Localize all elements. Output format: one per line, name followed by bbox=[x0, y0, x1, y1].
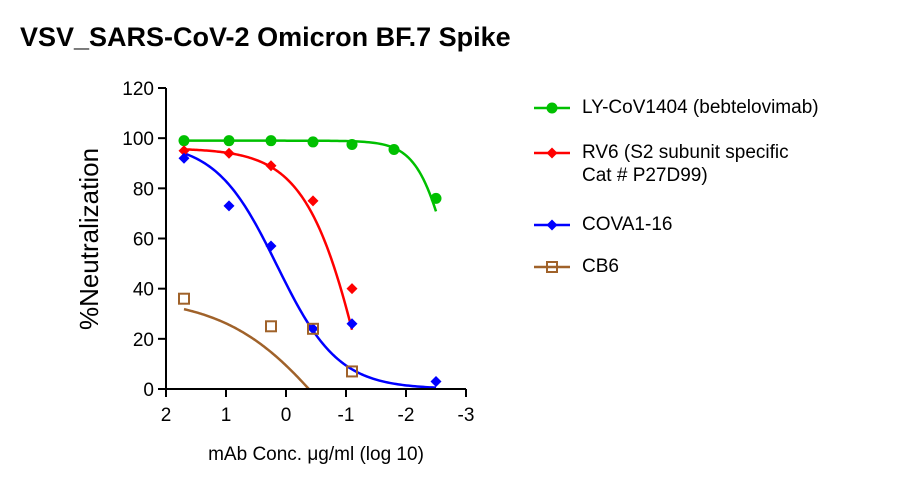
y-tick-label: 120 bbox=[122, 79, 154, 100]
series-4-point bbox=[346, 365, 358, 378]
series-4-point bbox=[178, 292, 190, 305]
series-3-fit-curve bbox=[183, 152, 437, 389]
x-tick-label: -2 bbox=[398, 405, 415, 426]
legend-swatch bbox=[534, 147, 570, 159]
legend-marker bbox=[546, 219, 558, 231]
legend-label: CB6 bbox=[582, 256, 619, 277]
series-3-point bbox=[307, 323, 319, 335]
series-1-point bbox=[178, 135, 190, 147]
series-2-point bbox=[178, 145, 190, 157]
legend-label: COVA1-16 bbox=[582, 214, 673, 235]
chart-title: VSV_SARS-CoV-2 Omicron BF.7 Spike bbox=[20, 22, 511, 52]
legend-item-1: LY-CoV1404 (bebtelovimab) bbox=[532, 96, 819, 120]
series-1-point bbox=[307, 136, 319, 148]
x-tick-label: 2 bbox=[161, 405, 172, 426]
series-4-point bbox=[307, 322, 319, 335]
series-3-point bbox=[178, 152, 190, 164]
fit-curves bbox=[183, 139, 438, 390]
y-tick-label: 0 bbox=[143, 380, 154, 401]
series-2-fit-curve bbox=[183, 148, 354, 331]
legend-item-3: COVA1-16 bbox=[532, 213, 672, 237]
legend-swatch bbox=[534, 102, 570, 114]
data-points bbox=[178, 135, 442, 387]
series-1-point bbox=[265, 135, 277, 147]
legend-item-2: RV6 (S2 subunit specific Cat # P27D99) bbox=[532, 141, 789, 187]
series-3-point bbox=[430, 375, 442, 387]
y-tick-label: 40 bbox=[133, 280, 154, 301]
y-tick-label: 100 bbox=[122, 129, 154, 150]
series-1-point bbox=[430, 192, 442, 204]
y-tick-label: 80 bbox=[133, 179, 154, 200]
series-3-point bbox=[265, 240, 277, 252]
x-axis-label: mAb Conc. μg/ml (log 10) bbox=[208, 444, 424, 465]
series-3-point bbox=[223, 200, 235, 212]
legend-label: LY-CoV1404 (bebtelovimab) bbox=[582, 97, 819, 118]
axes: 0 20 40 60 80 100 120 2 1 0 -1 -2 -3 bbox=[122, 79, 474, 426]
x-tick-label: 1 bbox=[221, 405, 232, 426]
series-1-point bbox=[388, 143, 400, 155]
y-tick-label: 20 bbox=[133, 330, 154, 351]
legend-marker bbox=[546, 102, 558, 114]
x-tick-label: 0 bbox=[281, 405, 292, 426]
legend-marker bbox=[546, 147, 558, 159]
legend-swatch bbox=[534, 261, 570, 273]
legend-item-4: CB6 bbox=[532, 255, 619, 279]
x-tick-label: -1 bbox=[338, 405, 355, 426]
x-tick-label: -3 bbox=[458, 405, 475, 426]
y-tick-label: 60 bbox=[133, 230, 154, 251]
series-2-point bbox=[307, 195, 319, 207]
series-4-point bbox=[265, 320, 277, 333]
series-1-point bbox=[346, 138, 358, 150]
series-2-point bbox=[346, 283, 358, 295]
series-2-point bbox=[223, 147, 235, 159]
series-3-point bbox=[346, 318, 358, 330]
series-4-fit-curve bbox=[183, 307, 312, 390]
legend-swatch bbox=[534, 219, 570, 231]
y-axis-label: %Neutralization bbox=[74, 148, 104, 330]
series-2-point bbox=[265, 160, 277, 172]
series-1-point bbox=[223, 135, 235, 147]
legend-label: RV6 (S2 subunit specific Cat # P27D99) bbox=[582, 142, 789, 186]
legend-marker bbox=[546, 261, 558, 273]
